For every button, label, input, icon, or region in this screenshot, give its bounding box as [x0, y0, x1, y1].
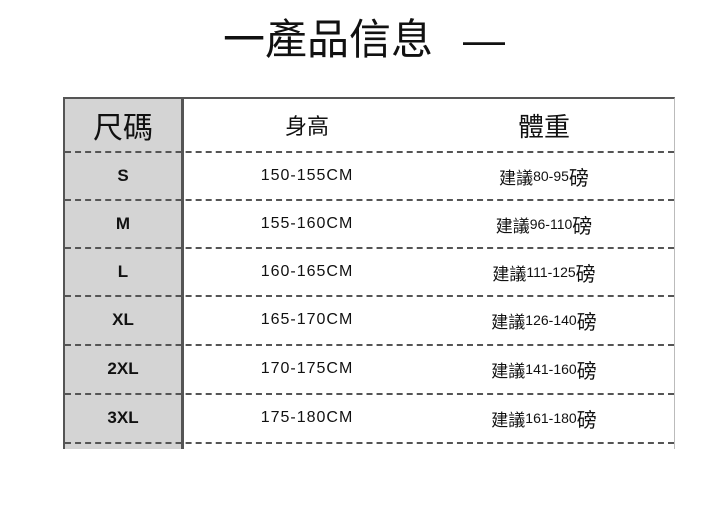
page-title: 一產品信息 —	[0, 10, 728, 70]
height-cell: 150-155CM	[260, 167, 354, 184]
table-row: XL 165-170CM 建議 126-140 磅	[65, 296, 674, 344]
size-cell: S	[117, 166, 129, 185]
header-height: 身高	[284, 114, 329, 139]
table-header-row: 尺碼 身高 體重	[65, 99, 674, 151]
weight-range: 126-140	[525, 312, 577, 328]
weight-prefix: 建議	[499, 168, 534, 188]
weight-unit: 磅	[576, 311, 597, 334]
header-size: 尺碼	[93, 112, 153, 145]
weight-prefix: 建議	[491, 410, 526, 430]
weight-prefix: 建議	[492, 264, 527, 284]
size-cell: 3XL	[107, 408, 139, 427]
weight-cell: 建議 96-110 磅	[429, 200, 659, 248]
height-cell: 170-175CM	[260, 360, 354, 377]
weight-range: 111-125	[526, 264, 576, 280]
weight-range: 80-95	[533, 168, 569, 184]
row-divider	[65, 344, 674, 346]
size-cell: 2XL	[107, 359, 139, 378]
table-row: S 150-155CM 建議 80-95 磅	[65, 152, 674, 200]
row-divider	[65, 393, 674, 395]
table-row: 3XL 175-180CM 建議 161-180 磅	[65, 394, 674, 442]
weight-cell: 建議 80-95 磅	[429, 152, 659, 200]
weight-range: 96-110	[529, 216, 573, 232]
size-cell: M	[115, 214, 131, 233]
table-row: L 160-165CM 建議 111-125 磅	[65, 248, 674, 296]
row-divider	[65, 199, 674, 201]
table-row: 2XL 170-175CM 建議 141-160 磅	[65, 345, 674, 393]
weight-cell: 建議 111-125 磅	[429, 248, 659, 296]
weight-cell: 建議 126-140 磅	[429, 296, 659, 344]
height-cell: 175-180CM	[260, 409, 354, 426]
weight-prefix: 建議	[491, 361, 526, 381]
weight-prefix: 建議	[491, 312, 526, 332]
height-cell: 165-170CM	[260, 311, 354, 328]
size-column-background	[65, 99, 184, 449]
weight-unit: 磅	[568, 167, 589, 190]
size-chart-table: 尺碼 身高 體重 S 150-155CM 建議 80-95 磅 M 155-160C…	[63, 97, 675, 449]
row-divider	[65, 151, 674, 153]
title-text: 一產品信息	[222, 16, 433, 63]
weight-range: 161-180	[525, 410, 577, 426]
weight-cell: 建議 161-180 磅	[429, 394, 659, 442]
row-divider	[65, 247, 674, 249]
weight-unit: 磅	[572, 215, 593, 238]
height-cell: 155-160CM	[260, 215, 354, 232]
weight-range: 141-160	[525, 361, 577, 377]
weight-unit: 磅	[576, 360, 597, 383]
weight-unit: 磅	[575, 263, 596, 286]
size-cell: XL	[112, 310, 134, 329]
height-cell: 160-165CM	[260, 263, 354, 280]
row-divider	[65, 295, 674, 297]
table-row: M 155-160CM 建議 96-110 磅	[65, 200, 674, 248]
size-cell: L	[117, 262, 129, 281]
weight-unit: 磅	[576, 409, 597, 432]
header-weight: 體重	[517, 111, 570, 142]
weight-cell: 建議 141-160 磅	[429, 345, 659, 393]
weight-prefix: 建議	[495, 216, 530, 236]
row-divider	[65, 442, 674, 444]
title-dash: —	[463, 16, 505, 63]
